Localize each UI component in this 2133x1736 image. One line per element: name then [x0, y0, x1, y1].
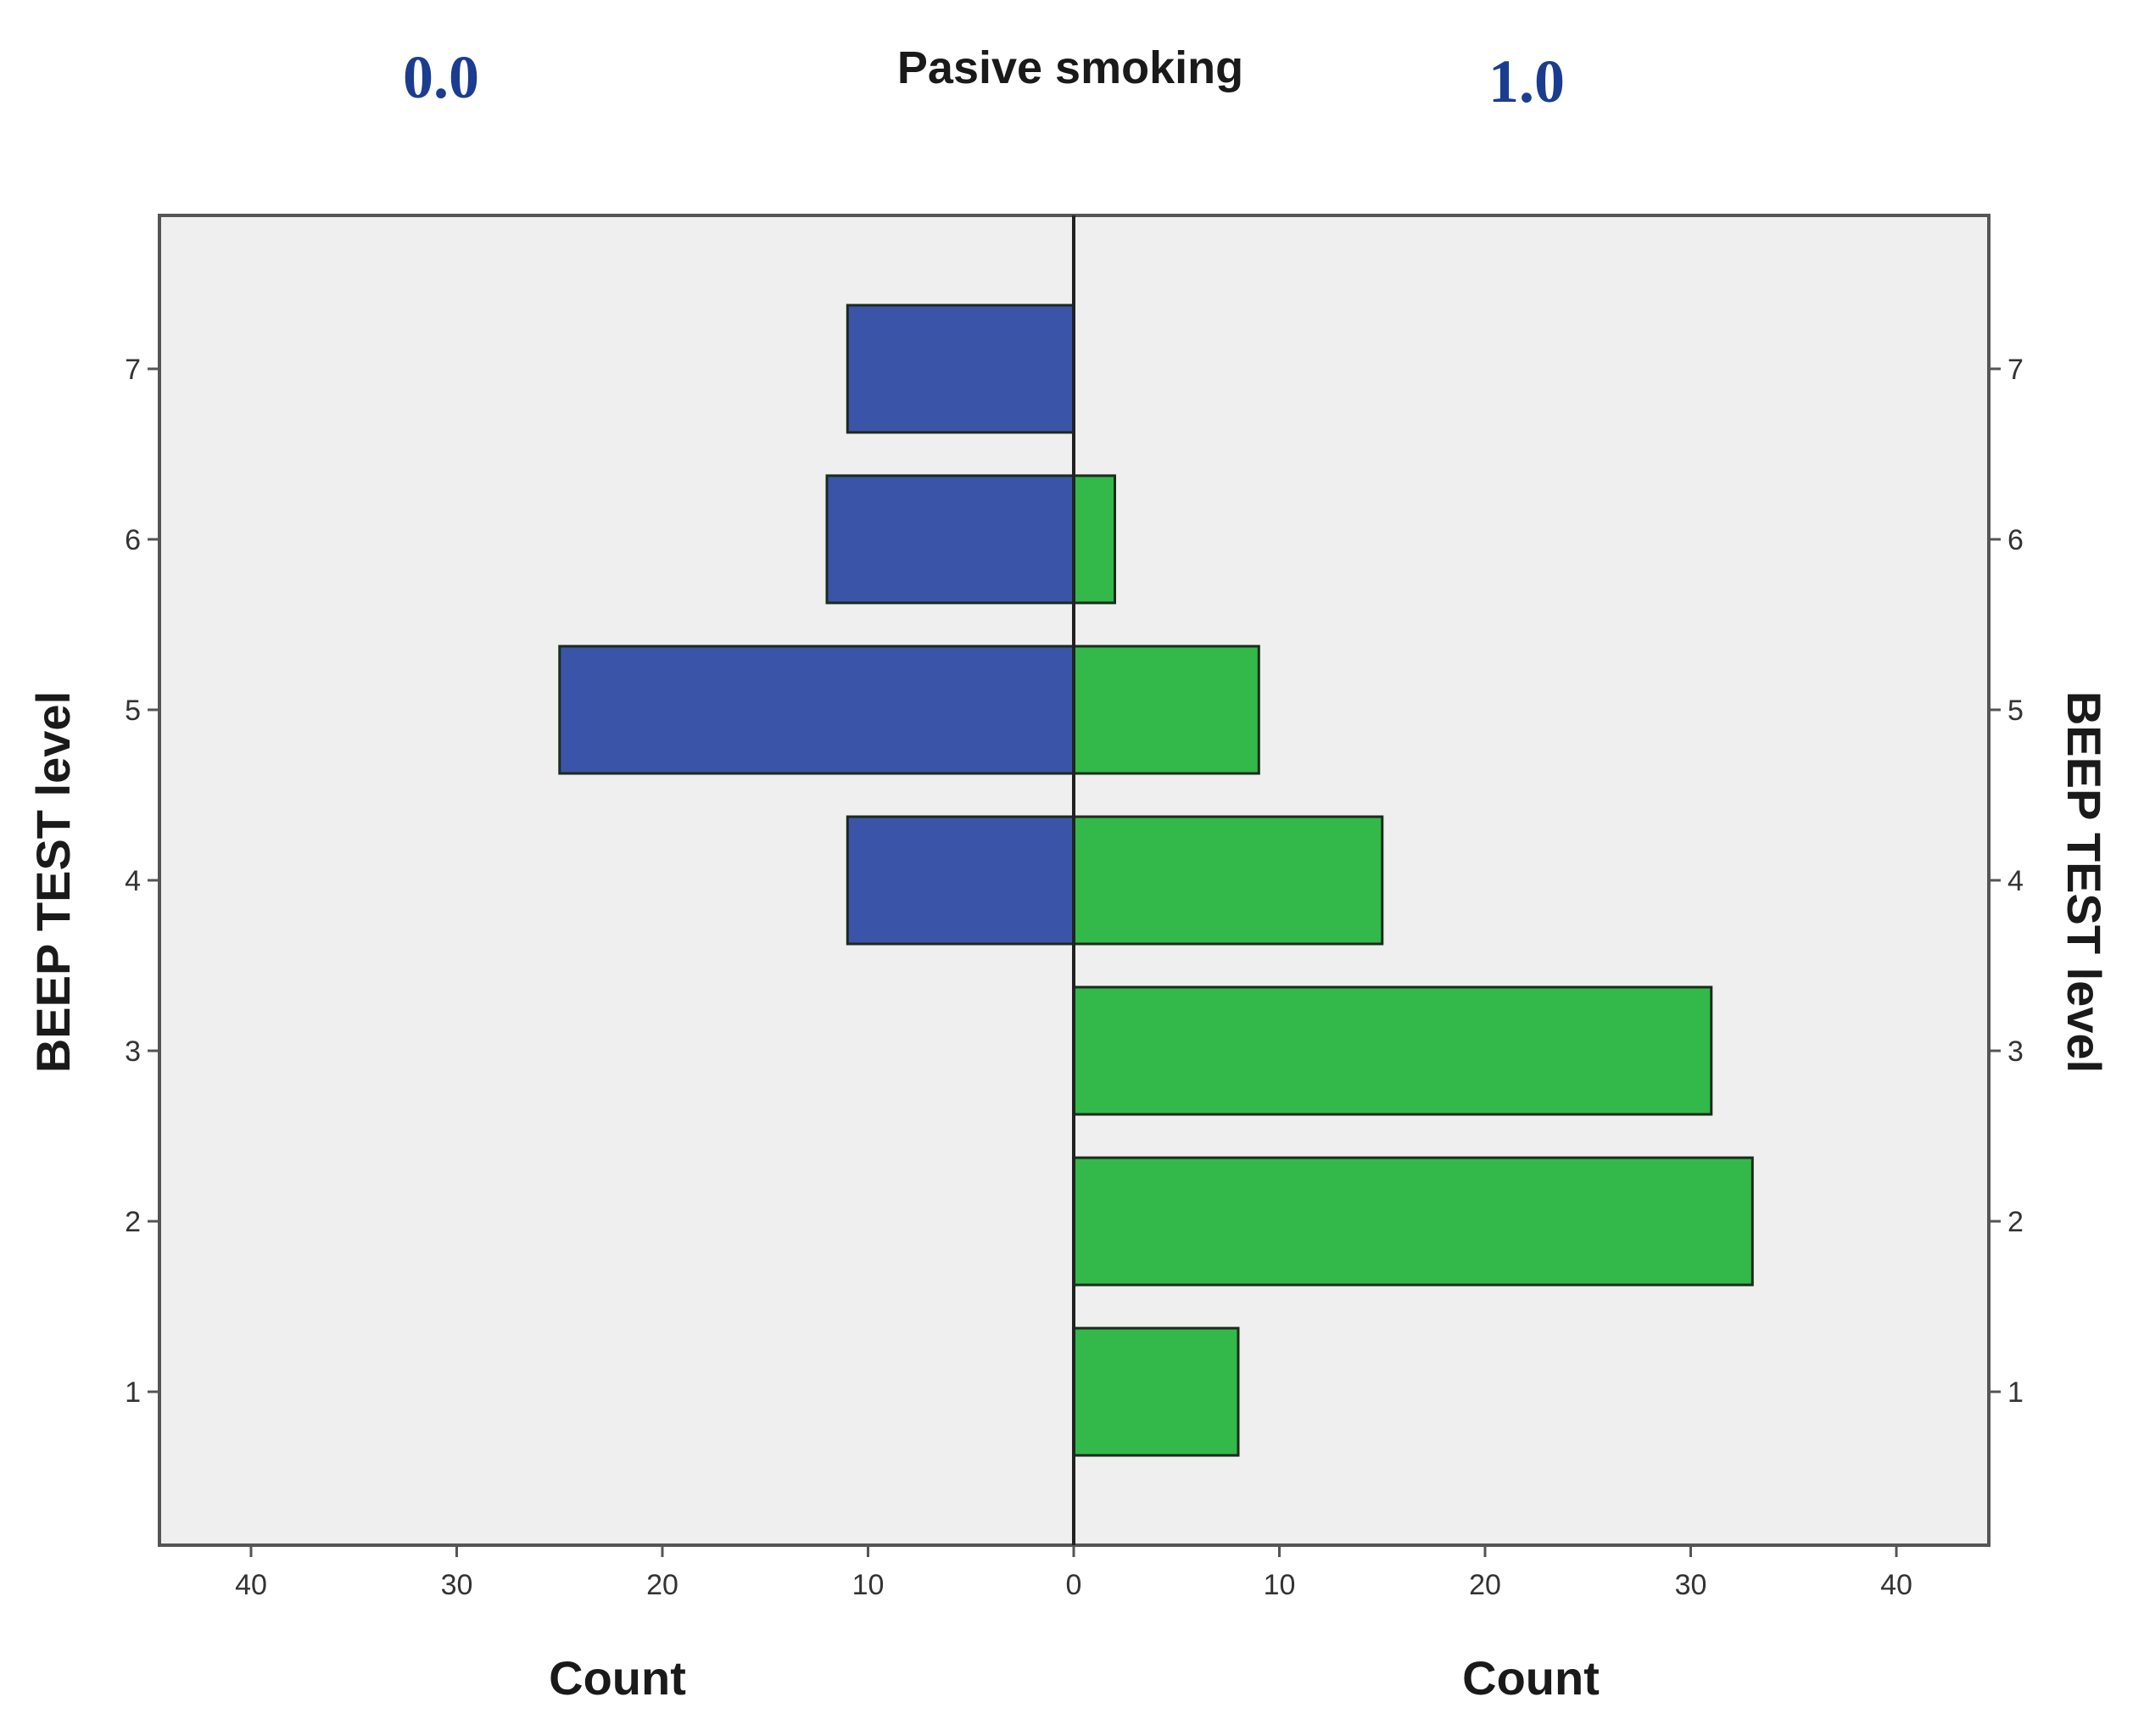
y-axis-right: 1 2 3 4 5 6 7 — [1989, 354, 2024, 1409]
bar-right-level-3 — [1072, 985, 1713, 1116]
panel-label-right: 1.0 — [1488, 47, 1565, 115]
y-tick-label-right: 1 — [2007, 1376, 2024, 1409]
y-tick-label-right: 2 — [2007, 1206, 2024, 1238]
x-tick-label: 30 — [441, 1569, 473, 1601]
x-tick-label: 10 — [1264, 1569, 1296, 1601]
panel-label-left: 0.0 — [403, 43, 479, 111]
bar-right-level-4 — [1072, 815, 1384, 946]
y-tick-label-right: 6 — [2007, 524, 2024, 556]
y-tick-label-right: 3 — [2007, 1035, 2024, 1068]
x-axis: 40 30 20 10 0 10 20 30 40 — [235, 1545, 1912, 1601]
x-tick-label: 30 — [1675, 1569, 1707, 1601]
bar-left-level-4 — [846, 815, 1075, 946]
y-tick-label-left: 5 — [125, 695, 141, 727]
y-tick-label-left: 4 — [125, 865, 141, 897]
y-axis-label-left: BEEP TEST level — [26, 691, 80, 1073]
x-axis-label-right: Count — [1462, 1651, 1600, 1705]
bar-left-level-5 — [558, 645, 1075, 775]
bar-left-level-6 — [825, 474, 1075, 605]
x-tick-label: 20 — [646, 1569, 678, 1601]
x-tick-label: 0 — [1066, 1569, 1082, 1601]
x-tick-label: 40 — [235, 1569, 267, 1601]
y-tick-label-left: 6 — [125, 524, 141, 556]
bar-right-level-2 — [1072, 1156, 1754, 1287]
y-tick-label-left: 2 — [125, 1206, 141, 1238]
y-axis-left: 1 2 3 4 5 6 7 — [125, 354, 159, 1409]
left-bars — [558, 304, 1075, 946]
y-tick-label-right: 7 — [2007, 354, 2024, 386]
y-tick-label-left: 3 — [125, 1035, 141, 1068]
y-tick-label-left: 7 — [125, 354, 141, 386]
y-tick-label-right: 5 — [2007, 695, 2024, 727]
x-tick-label: 10 — [852, 1569, 885, 1601]
y-tick-label-right: 4 — [2007, 865, 2024, 897]
right-bars — [1072, 474, 1754, 1457]
y-tick-label-left: 1 — [125, 1376, 141, 1409]
bar-left-level-7 — [846, 304, 1075, 434]
x-axis-label-left: Count — [549, 1651, 686, 1705]
y-axis-label-right: BEEP TEST level — [2058, 691, 2111, 1073]
chart-title: Pasive smoking — [897, 42, 1243, 93]
bar-right-level-6 — [1072, 474, 1116, 605]
bar-right-level-1 — [1072, 1326, 1240, 1457]
x-tick-label: 40 — [1880, 1569, 1912, 1601]
x-tick-label: 20 — [1469, 1569, 1501, 1601]
bar-right-level-5 — [1072, 645, 1260, 775]
